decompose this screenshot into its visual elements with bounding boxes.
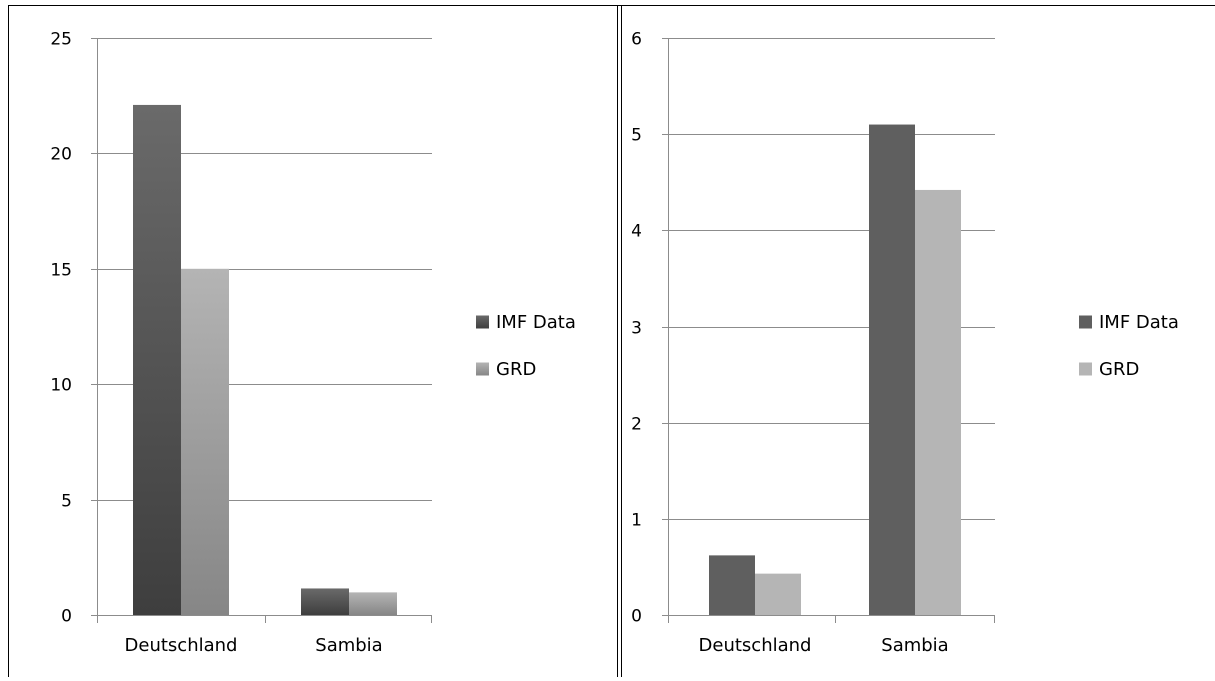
bar-grd-deutschland xyxy=(181,268,229,615)
y-tick-label: 3 xyxy=(631,319,642,339)
bar-imf-data-deutschland xyxy=(709,555,755,615)
bar-grd-deutschland xyxy=(755,573,801,615)
y-tick-label: 15 xyxy=(50,261,72,281)
legend-label: IMF Data xyxy=(1099,312,1179,333)
legend-swatch xyxy=(1079,362,1092,376)
legend-swatch xyxy=(476,315,489,329)
legend-label: GRD xyxy=(1099,359,1139,380)
x-category-label: Sambia xyxy=(315,635,382,656)
y-tick-label: 25 xyxy=(50,30,72,50)
bar-imf-data-sambia xyxy=(301,588,349,615)
y-tick-label: 0 xyxy=(631,607,642,627)
x-category-label: Sambia xyxy=(881,635,948,656)
y-tick-label: 5 xyxy=(631,126,642,146)
legend-swatch xyxy=(1079,315,1092,329)
bar-imf-data-deutschland xyxy=(133,104,181,615)
chart-right: 0 1 2 3 4 5 6 Deutschland Sambia IMF Data GRD xyxy=(631,30,1179,657)
y-tick-label: 1 xyxy=(631,511,642,531)
y-tick-label: 4 xyxy=(631,222,642,242)
y-tick-label: 10 xyxy=(50,376,72,396)
legend-label: GRD xyxy=(496,359,536,380)
y-tick-label: 5 xyxy=(61,492,72,512)
legend-swatch xyxy=(476,362,489,376)
bar-imf-data-sambia xyxy=(869,124,915,616)
x-category-label: Deutschland xyxy=(125,635,238,656)
y-tick-label: 6 xyxy=(631,30,642,50)
y-tick-label: 20 xyxy=(50,145,72,165)
x-category-label: Deutschland xyxy=(699,635,812,656)
legend-label: IMF Data xyxy=(496,312,576,333)
bar-grd-sambia xyxy=(915,189,961,615)
bar-grd-sambia xyxy=(349,592,397,615)
chart-left: 0 5 10 15 20 25 Deutschland Sambia IMF Data GRD xyxy=(50,30,576,657)
y-tick-label: 2 xyxy=(631,415,642,435)
y-tick-label: 0 xyxy=(61,607,72,627)
